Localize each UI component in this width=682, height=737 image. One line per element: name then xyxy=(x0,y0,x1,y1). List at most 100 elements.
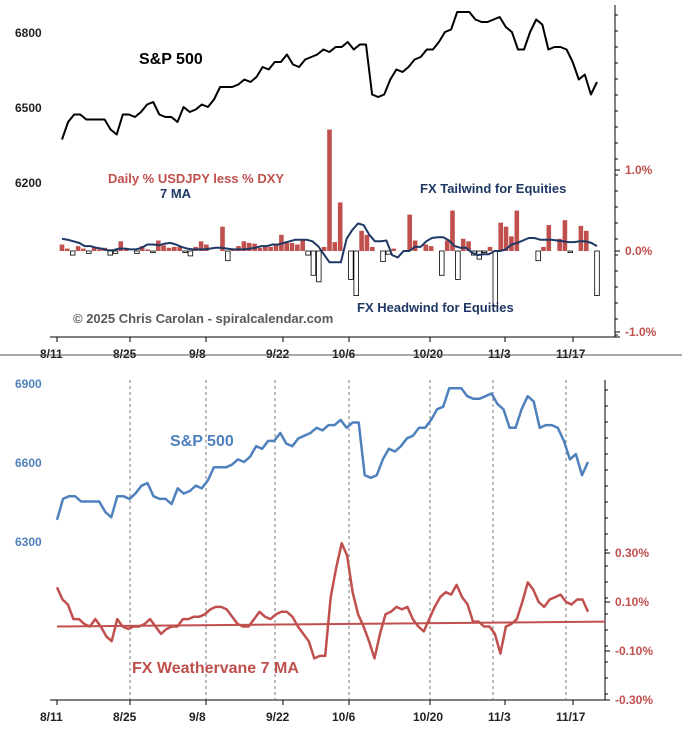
bar-positive xyxy=(423,244,429,251)
bar-positive xyxy=(166,247,172,251)
bar-negative xyxy=(316,250,322,283)
bar-positive xyxy=(172,246,177,251)
bar-negative xyxy=(492,250,498,307)
bar-positive xyxy=(246,242,252,251)
bar-negative xyxy=(439,250,445,276)
bar-positive xyxy=(177,246,182,251)
right-tick-label: 0.30% xyxy=(615,546,649,560)
bar-negative xyxy=(112,250,119,254)
bar-positive xyxy=(204,244,209,251)
bar-negative xyxy=(305,250,311,256)
bar-negative xyxy=(535,250,541,262)
x-tick-label: 11/17 xyxy=(556,710,586,724)
x-tick-label: 11/17 xyxy=(556,347,586,361)
bottom-sp500-line xyxy=(55,387,590,521)
x-tick-label: 11/3 xyxy=(488,710,511,724)
top-7ma-line xyxy=(61,222,598,264)
x-tick-label: 9/22 xyxy=(266,347,290,361)
bar-positive xyxy=(59,244,65,251)
bar-positive xyxy=(145,249,150,251)
bar-positive xyxy=(498,222,503,251)
left-tick-label: 6800 xyxy=(15,26,42,40)
bar-negative xyxy=(150,250,156,254)
bar-positive xyxy=(295,244,300,251)
bar-negative xyxy=(380,250,386,262)
bar-positive xyxy=(444,240,450,251)
x-tick-label: 9/22 xyxy=(266,710,290,724)
bar-negative xyxy=(567,250,573,254)
x-tick-label: 8/25 xyxy=(113,710,137,724)
right-tick-label: -1.0% xyxy=(625,325,657,339)
right-tick-label: -0.10% xyxy=(615,644,653,658)
bar-positive xyxy=(257,247,263,251)
bar-negative xyxy=(455,250,461,280)
bar-positive xyxy=(391,248,396,251)
bar-positive xyxy=(273,245,279,251)
bar-negative xyxy=(481,250,488,254)
top-tailwind-label: FX Tailwind for Equities xyxy=(420,181,566,196)
x-tick-label: 10/6 xyxy=(332,347,356,361)
right-tick-label: 1.0% xyxy=(625,163,653,177)
bar-negative xyxy=(70,250,76,256)
bar-positive xyxy=(541,246,546,251)
bar-negative xyxy=(134,250,140,254)
left-tick-label: 6900 xyxy=(15,377,42,391)
bar-positive xyxy=(268,246,273,251)
x-tick-label: 10/6 xyxy=(332,710,356,724)
bar-positive xyxy=(91,246,97,251)
bar-positive xyxy=(503,226,509,251)
bar-positive xyxy=(81,248,86,251)
x-tick-label: 10/20 xyxy=(413,347,443,361)
bar-positive xyxy=(450,210,455,251)
bar-positive xyxy=(332,242,338,251)
bar-positive xyxy=(198,241,204,251)
bar-positive xyxy=(514,210,520,251)
bar-positive xyxy=(97,249,102,251)
bar-positive xyxy=(487,246,493,251)
top-sp500-line xyxy=(61,11,598,140)
right-tick-label: 0.0% xyxy=(625,244,653,258)
bar-positive xyxy=(65,248,70,251)
bottom-sp500-label: S&P 500 xyxy=(170,433,234,450)
top-headwind-label: FX Headwind for Equities xyxy=(357,300,514,315)
bar-positive xyxy=(289,242,295,251)
bar-positive xyxy=(75,246,81,251)
bar-positive xyxy=(364,234,370,251)
bar-negative xyxy=(225,250,231,262)
x-tick-label: 8/11 xyxy=(40,347,63,361)
bar-negative xyxy=(187,250,194,257)
bar-negative xyxy=(353,250,359,296)
bar-negative xyxy=(182,250,188,254)
bar-positive xyxy=(321,246,327,251)
left-tick-label: 6300 xyxy=(15,535,42,549)
bar-positive xyxy=(412,240,418,251)
left-tick-label: 6500 xyxy=(15,101,42,115)
bar-positive xyxy=(118,241,124,251)
bottom-chart-panel: 8/11 8/25 9/8 9/22 10/6 10/20 11/3 11/17 6300 660… xyxy=(15,377,653,724)
top-bar-series-label: Daily % USDJPY less % DXY xyxy=(108,171,284,186)
bottom-weathervane-label: FX Weathervane 7 MA xyxy=(132,660,299,677)
bar-positive xyxy=(220,226,225,251)
top-copyright: © 2025 Chris Carolan - spiralcalendar.co… xyxy=(73,311,333,326)
bar-positive xyxy=(578,225,584,251)
left-tick-label: 6600 xyxy=(15,456,42,470)
x-tick-label: 11/3 xyxy=(488,347,511,361)
top-axis-ticks: 8/11 8/25 9/8 9/22 10/6 10/20 11/3 11/17 6200 650… xyxy=(15,14,657,361)
bar-negative xyxy=(310,250,317,276)
top-daily-bars xyxy=(59,129,600,307)
bar-positive xyxy=(337,202,343,251)
bar-positive xyxy=(161,245,166,251)
bottom-weathervane-line xyxy=(55,541,590,660)
bar-positive xyxy=(407,214,412,251)
right-tick-label: -0.30% xyxy=(615,693,653,707)
bar-positive xyxy=(466,241,471,251)
x-tick-label: 9/8 xyxy=(189,347,206,361)
bar-positive xyxy=(263,246,268,251)
bar-positive xyxy=(327,129,332,251)
x-tick-label: 10/20 xyxy=(413,710,443,724)
bar-positive xyxy=(370,246,375,251)
bar-positive xyxy=(359,230,364,252)
x-tick-label: 8/25 xyxy=(113,347,137,361)
bar-positive xyxy=(562,220,568,251)
x-tick-label: 8/11 xyxy=(40,710,63,724)
